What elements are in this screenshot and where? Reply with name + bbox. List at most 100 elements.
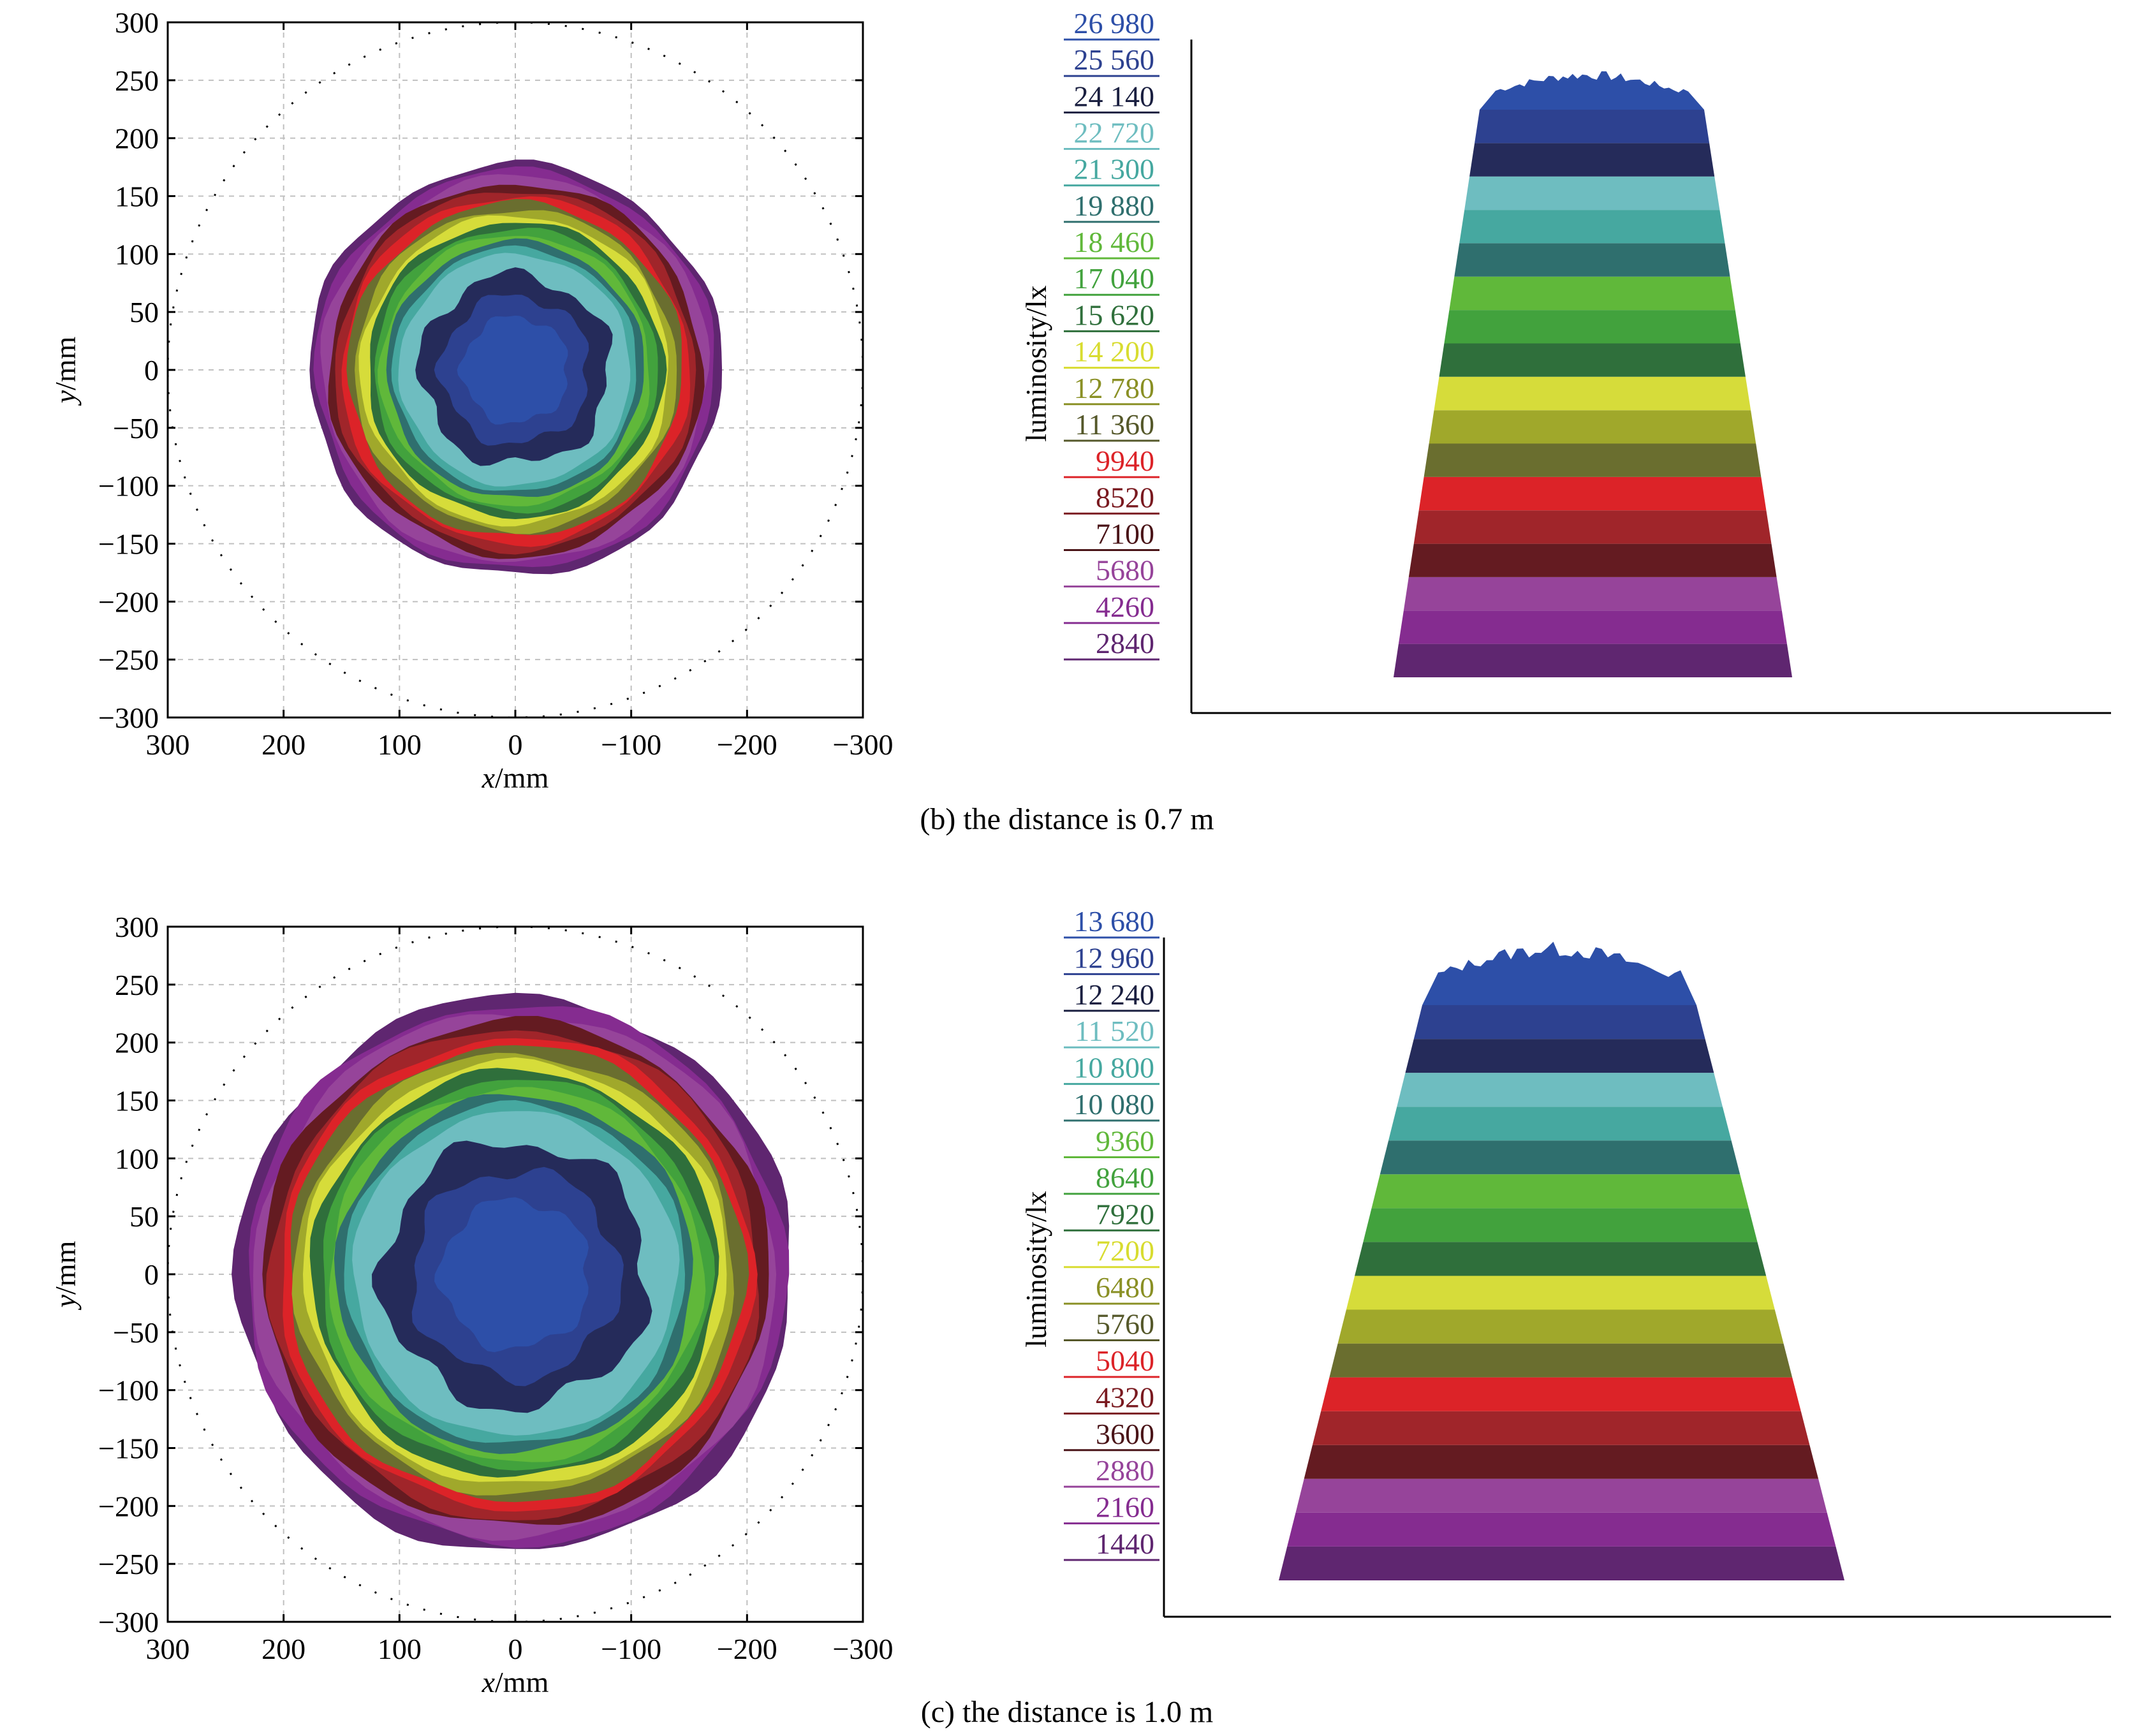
x-axis-ticks: 300 200 100 0 −100 −200 −300 bbox=[146, 22, 894, 761]
profile-band-4 bbox=[1408, 543, 1777, 577]
contour-ring-18 bbox=[434, 1197, 589, 1353]
profile-band-15 bbox=[1464, 176, 1720, 210]
profile-band-8 bbox=[1337, 1309, 1784, 1344]
contour-ring-18 bbox=[457, 315, 568, 425]
panel-c: 300 200 100 0 −100 −200 −300 300 250 200 150 100 50… bbox=[49, 905, 2111, 1729]
profile-band-2 bbox=[1287, 1512, 1836, 1547]
x-tick-label: 100 bbox=[378, 1633, 422, 1665]
profile-band-6 bbox=[1321, 1377, 1801, 1411]
profile-band-17 bbox=[1413, 1005, 1705, 1040]
profile-band-5 bbox=[1413, 510, 1772, 544]
profile-axes bbox=[1190, 40, 2111, 714]
y-tick-label: −250 bbox=[98, 1548, 159, 1580]
profile-band-13 bbox=[1454, 243, 1730, 277]
profile-band-17 bbox=[1475, 110, 1710, 143]
legend-label: 8640 bbox=[1096, 1161, 1154, 1194]
legend-label: 5040 bbox=[1096, 1344, 1154, 1377]
profile-band-12 bbox=[1449, 276, 1735, 311]
profile-y-axis-label: luminosity/lx bbox=[1020, 285, 1052, 441]
panel-b: 300 200 100 0 −100 −200 −300 300 250 200 150 100 50… bbox=[49, 6, 2111, 836]
profile-peak-cap bbox=[1422, 941, 1696, 1005]
x-tick-label: −200 bbox=[717, 1633, 777, 1665]
contour-plot-b: 300 200 100 0 −100 −200 −300 300 250 200 150 100 50… bbox=[49, 6, 893, 794]
legend-label: 2880 bbox=[1096, 1454, 1154, 1487]
x-axis-label: x/mm bbox=[482, 761, 549, 794]
profile-band-16 bbox=[1405, 1039, 1714, 1073]
profile-band-14 bbox=[1388, 1107, 1732, 1141]
y-tick-label: −200 bbox=[98, 585, 159, 618]
legend-label: 9360 bbox=[1096, 1124, 1154, 1157]
profile-band-10 bbox=[1355, 1242, 1767, 1276]
x-axis-label: x/mm bbox=[482, 1666, 549, 1698]
legend-label: 11 520 bbox=[1075, 1015, 1154, 1047]
y-tick-label: −50 bbox=[113, 1316, 159, 1349]
legend-label: 10 800 bbox=[1074, 1052, 1155, 1084]
y-tick-label: 250 bbox=[115, 64, 159, 97]
profile-band-16 bbox=[1469, 143, 1715, 177]
profile-band-12 bbox=[1371, 1174, 1749, 1209]
legend-label: 2840 bbox=[1096, 627, 1154, 659]
profile-band-8 bbox=[1429, 410, 1756, 444]
y-tick-label: 200 bbox=[115, 122, 159, 155]
y-tick-label: 150 bbox=[115, 1085, 159, 1117]
legend-label: 5680 bbox=[1096, 554, 1154, 587]
legend-label: 7200 bbox=[1096, 1235, 1154, 1267]
legend-label: 7100 bbox=[1096, 517, 1154, 550]
profile-band-1 bbox=[1394, 644, 1792, 677]
legend-label: 4260 bbox=[1096, 591, 1154, 623]
legend-label: 21 300 bbox=[1074, 153, 1155, 186]
caption-b: (b) the distance is 0.7 m bbox=[920, 802, 1214, 836]
x-tick-label: 200 bbox=[261, 728, 305, 761]
y-tick-label: −300 bbox=[98, 1606, 159, 1638]
profile-band-14 bbox=[1459, 210, 1725, 244]
legend-label: 12 960 bbox=[1074, 941, 1155, 974]
legend-label: 10 080 bbox=[1074, 1088, 1155, 1121]
y-tick-label: −250 bbox=[98, 644, 159, 676]
y-tick-label: 150 bbox=[115, 180, 159, 213]
x-tick-label: 0 bbox=[508, 728, 523, 761]
profile-bands bbox=[1279, 941, 1844, 1580]
legend-label: 11 360 bbox=[1075, 408, 1154, 441]
profile-band-11 bbox=[1363, 1208, 1758, 1242]
profile-band-3 bbox=[1295, 1478, 1827, 1513]
profile-band-3 bbox=[1403, 577, 1782, 611]
profile-band-9 bbox=[1434, 376, 1751, 411]
legend-label: 6480 bbox=[1096, 1271, 1154, 1304]
y-axis-ticks: 300 250 200 150 100 50 0 −50 −100 −150 −200 −250 −30… bbox=[98, 911, 863, 1638]
y-tick-label: 200 bbox=[115, 1027, 159, 1059]
profile-band-7 bbox=[1424, 443, 1762, 477]
contour-rings bbox=[232, 992, 790, 1549]
profile-band-6 bbox=[1418, 476, 1767, 511]
y-tick-label: 0 bbox=[144, 1258, 159, 1291]
legend-label: 22 720 bbox=[1074, 117, 1155, 149]
y-tick-label: 0 bbox=[144, 354, 159, 386]
legend-label: 2160 bbox=[1096, 1491, 1154, 1524]
profile-band-4 bbox=[1304, 1445, 1819, 1479]
y-tick-label: −100 bbox=[98, 470, 159, 503]
legend-label: 17 040 bbox=[1074, 262, 1155, 295]
legend-label: 24 140 bbox=[1074, 80, 1155, 112]
x-tick-label: 100 bbox=[378, 728, 422, 761]
x-tick-label: −100 bbox=[601, 728, 661, 761]
y-axis-label: y/mm bbox=[49, 336, 82, 406]
legend-label: 19 880 bbox=[1074, 189, 1155, 222]
y-tick-label: −300 bbox=[98, 702, 159, 734]
x-tick-label: −200 bbox=[717, 728, 777, 761]
legend-label: 8520 bbox=[1096, 481, 1154, 513]
legend-label: 14 200 bbox=[1074, 335, 1155, 368]
y-tick-label: 250 bbox=[115, 969, 159, 1001]
profile-band-11 bbox=[1444, 310, 1740, 344]
y-tick-label: 300 bbox=[115, 911, 159, 943]
x-tick-label: 0 bbox=[508, 1633, 523, 1665]
x-tick-label: −300 bbox=[833, 728, 894, 761]
profile-band-13 bbox=[1380, 1140, 1740, 1175]
legend-label: 12 780 bbox=[1074, 372, 1155, 404]
y-tick-label: 50 bbox=[129, 1200, 159, 1233]
contour-plot-c: 300 200 100 0 −100 −200 −300 300 250 200 150 100 50… bbox=[49, 911, 893, 1698]
legend-label: 13 680 bbox=[1074, 905, 1155, 938]
x-tick-label: −300 bbox=[833, 1633, 894, 1665]
